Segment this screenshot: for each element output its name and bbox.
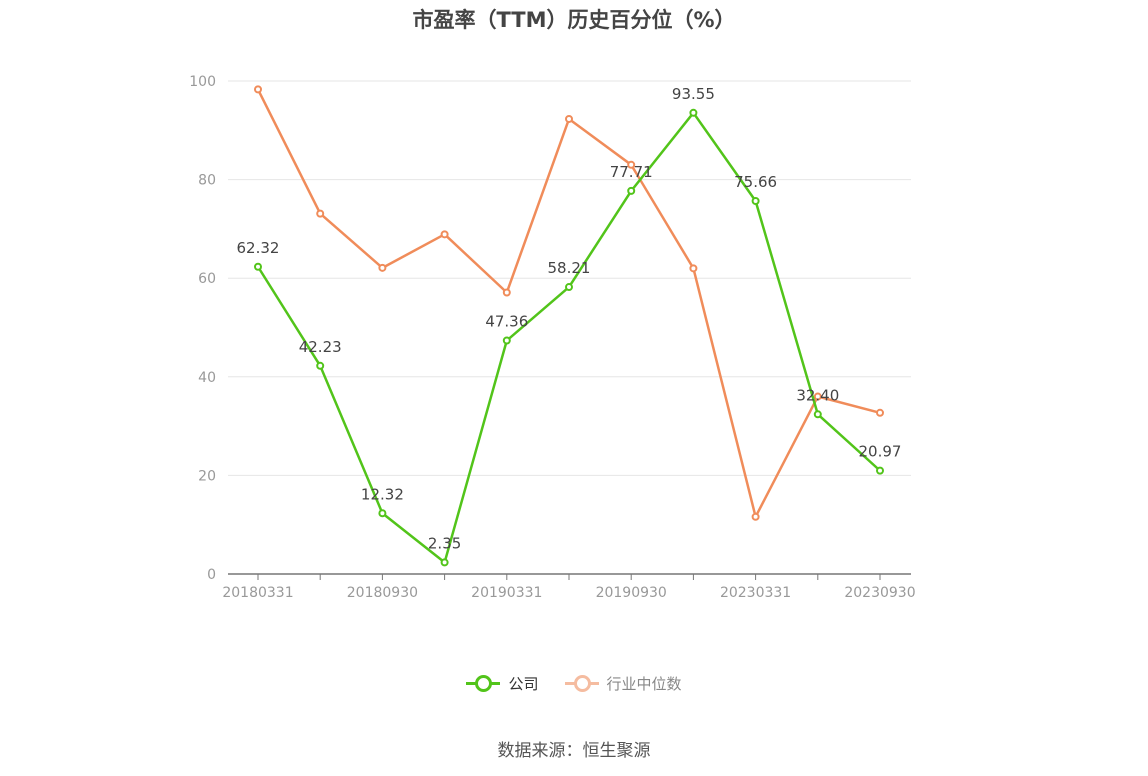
data-label-company: 62.32 <box>237 239 280 257</box>
data-point-industry-median <box>689 264 698 273</box>
data-label-company: 47.36 <box>485 313 528 331</box>
legend-label-company: 公司 <box>508 674 539 693</box>
data-label-company: 77.71 <box>610 163 653 181</box>
y-tick-label: 20 <box>198 468 216 484</box>
x-tick-label: 20230930 <box>844 585 915 601</box>
data-point-industry-median <box>440 230 449 239</box>
data-point-company <box>378 509 387 518</box>
data-point-company <box>813 410 822 419</box>
x-tick-label: 20180331 <box>222 585 293 601</box>
y-tick-label: 60 <box>198 271 216 287</box>
data-point-industry-median <box>813 392 822 401</box>
data-label-company: 32.40 <box>796 386 839 404</box>
legend-swatch-industry-median <box>564 672 599 694</box>
y-tick-label: 80 <box>198 173 216 189</box>
y-tick-label: 40 <box>198 370 216 386</box>
data-label-company: 12.32 <box>361 485 404 503</box>
data-label-company: 2.35 <box>428 534 461 552</box>
data-label-company: 58.21 <box>548 259 591 277</box>
data-point-company <box>502 336 511 345</box>
data-point-industry-median <box>751 512 760 521</box>
legend-item-company[interactable]: 公司 <box>466 672 539 694</box>
data-point-company <box>689 108 698 117</box>
data-point-industry-median <box>565 114 573 123</box>
data-label-company: 93.55 <box>672 85 715 103</box>
data-point-company <box>627 186 636 195</box>
x-tick-label: 20190331 <box>471 585 542 601</box>
legend-item-industry-median[interactable]: 行业中位数 <box>564 672 682 694</box>
data-point-industry-median <box>254 85 262 94</box>
data-point-company <box>751 196 760 205</box>
data-point-company <box>876 466 884 475</box>
data-source-note: 数据来源：恒生聚源 <box>497 741 651 761</box>
data-label-company: 20.97 <box>859 443 902 461</box>
chart-title: 市盈率（TTM）历史百分位（%） <box>412 8 736 32</box>
y-tick-label: 0 <box>207 567 216 583</box>
x-tick-label: 20190930 <box>596 585 667 601</box>
data-point-company <box>565 283 573 292</box>
data-point-industry-median <box>876 408 884 417</box>
x-tick-label: 20230331 <box>720 585 791 601</box>
data-point-industry-median <box>378 263 387 272</box>
data-label-company: 75.66 <box>734 173 777 191</box>
data-point-company <box>316 361 325 370</box>
legend-swatch-company <box>466 672 501 694</box>
y-tick-label: 100 <box>189 74 216 90</box>
data-label-company: 42.23 <box>299 338 342 356</box>
data-point-company <box>440 558 449 567</box>
data-point-industry-median <box>316 209 325 218</box>
x-tick-label: 20180930 <box>347 585 418 601</box>
series-line-company <box>256 111 881 564</box>
series-line-industry-median <box>256 88 881 519</box>
chart-legend: 公司 行业中位数 <box>0 672 1148 694</box>
data-point-industry-median <box>502 288 511 297</box>
data-point-industry-median <box>627 160 636 169</box>
legend-label-industry-median: 行业中位数 <box>606 674 682 693</box>
data-point-company <box>254 262 262 271</box>
